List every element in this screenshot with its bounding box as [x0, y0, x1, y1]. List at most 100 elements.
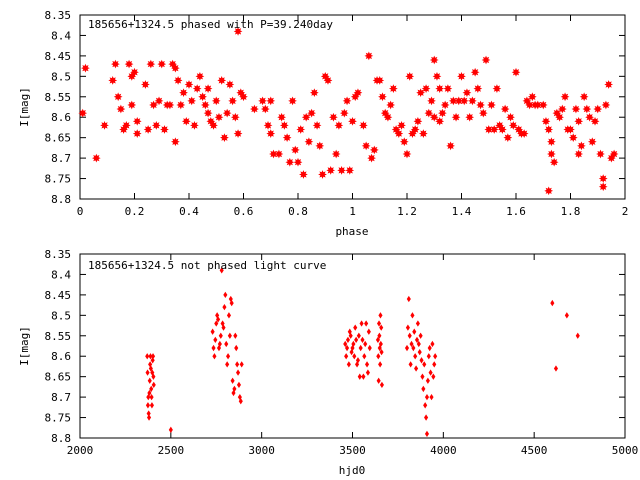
data-point: [353, 324, 358, 331]
data-point: [378, 312, 383, 319]
data-point: [230, 112, 240, 122]
data-point: [378, 340, 383, 348]
data-point: [366, 328, 371, 335]
data-point: [425, 377, 430, 384]
data-point: [258, 96, 267, 106]
data-point: [226, 353, 231, 360]
data-point: [426, 353, 431, 360]
data-point: [151, 121, 161, 130]
data-point: [503, 133, 513, 143]
data-point: [218, 332, 223, 339]
data-point: [227, 332, 232, 339]
data-point: [345, 344, 350, 352]
data-point: [226, 312, 232, 319]
data-point: [334, 121, 344, 130]
data-point: [421, 385, 426, 393]
chart-title: 185656+1324.5 not phased light curve: [88, 259, 326, 272]
x-tick-label: 4500: [521, 444, 548, 457]
data-point: [386, 100, 396, 110]
data-point: [344, 353, 349, 360]
data-point: [179, 88, 188, 98]
data-point: [146, 393, 151, 401]
data-point: [176, 100, 186, 110]
data-point: [219, 267, 224, 274]
data-point: [132, 129, 142, 138]
data-point: [420, 373, 425, 380]
data-point: [217, 76, 227, 85]
data-point: [438, 108, 447, 118]
data-point: [609, 149, 619, 159]
x-tick-label: 2: [622, 205, 629, 218]
data-point: [127, 100, 137, 110]
data-point: [417, 348, 422, 356]
data-point: [360, 336, 365, 344]
data-point: [446, 141, 455, 151]
data-point: [414, 336, 420, 344]
data-point: [601, 100, 611, 110]
data-point: [435, 116, 445, 126]
x-axis-title: hjd0: [339, 464, 366, 477]
data-point: [238, 398, 243, 405]
data-point: [171, 137, 180, 147]
y-tick-label: 8.55: [45, 91, 72, 104]
data-point: [418, 332, 423, 339]
data-point: [451, 112, 461, 122]
data-point: [157, 59, 167, 69]
y-axis-ticks: 8.35 8.4 8.45 8.5 8.55 8.6 8.65 8.7 8.75 8.8: [45, 9, 625, 206]
data-point: [293, 157, 303, 167]
data-point: [557, 104, 567, 114]
data-point: [100, 121, 109, 130]
data-point: [421, 84, 431, 93]
data-point: [145, 402, 150, 409]
data-point: [364, 51, 374, 61]
data-point: [379, 348, 384, 356]
y-tick-label: 8.8: [51, 193, 71, 206]
data-point: [397, 121, 406, 130]
phased-light-curve-panel: 0 0.2 0.4 0.6 0.8 1 1.2 1.4 1.6 1.8 2 8.35 8.4 8.45 8…: [18, 9, 628, 238]
data-point: [596, 149, 605, 159]
data-point: [220, 133, 229, 143]
x-axis-ticks: 0 0.2 0.4 0.6 0.8 1 1.2 1.4 1.6 1.8 2: [77, 15, 629, 218]
data-point: [378, 361, 383, 368]
data-point: [418, 129, 428, 138]
data-point: [154, 96, 164, 106]
y-tick-label: 8.35: [45, 9, 72, 22]
data-point: [165, 100, 175, 110]
data-point: [116, 104, 126, 114]
data-point: [228, 96, 237, 106]
y-tick-label: 8.45: [45, 50, 72, 63]
data-point: [229, 299, 234, 307]
data-point: [187, 96, 197, 106]
data-point: [541, 116, 551, 126]
data-point: [568, 133, 578, 143]
y-tick-label: 8.35: [45, 248, 72, 261]
x-tick-label: 1.6: [506, 205, 526, 218]
y-tick-label: 8.4: [51, 29, 71, 42]
y-tick-label: 8.7: [51, 391, 71, 404]
data-point: [222, 304, 227, 311]
data-point: [108, 76, 118, 85]
data-point: [430, 340, 435, 348]
data-point: [433, 353, 438, 360]
data-point: [359, 121, 368, 130]
data-point: [440, 100, 450, 110]
data-point: [402, 149, 412, 159]
data-point: [318, 170, 327, 179]
data-point: [547, 137, 556, 147]
data-point: [422, 361, 427, 368]
unphased-light-curve-panel: 2000 2500 3000 3500 4000 4500 5000 8.35 8.4 8.45…: [18, 248, 638, 477]
data-point: [416, 88, 425, 98]
data-point: [511, 67, 521, 77]
data-point: [225, 361, 230, 368]
data-point: [579, 92, 589, 102]
data-point: [577, 141, 586, 151]
data-point: [454, 96, 464, 106]
y-tick-label: 8.5: [51, 309, 71, 322]
data-point: [424, 414, 429, 421]
data-point: [211, 344, 216, 352]
data-point: [508, 121, 518, 130]
data-point: [233, 26, 243, 36]
data-point: [432, 361, 437, 368]
y-tick-label: 8.4: [51, 268, 71, 281]
data-point: [410, 125, 420, 134]
